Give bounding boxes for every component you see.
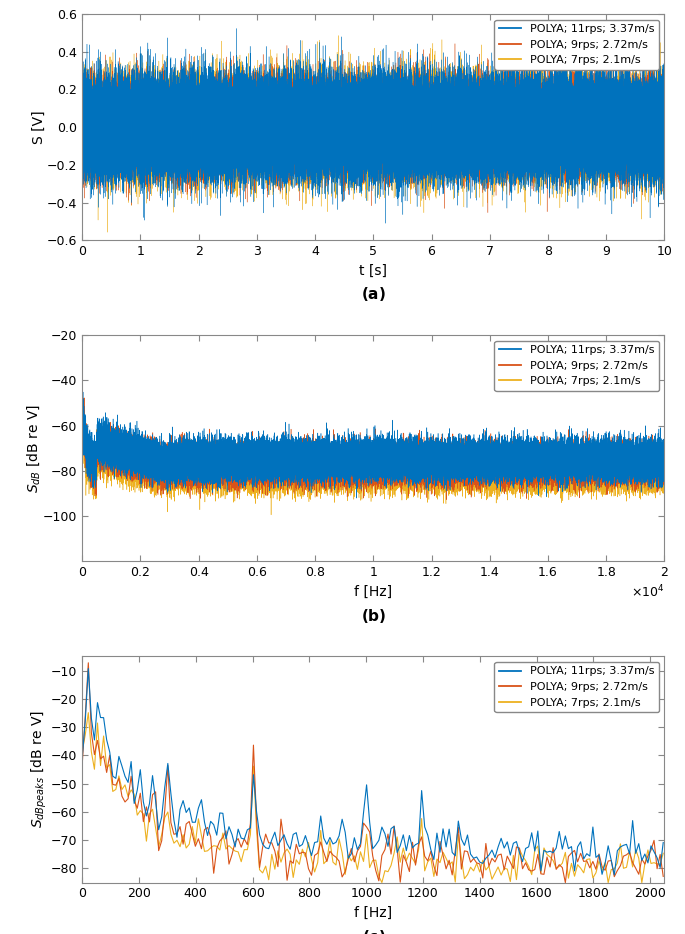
Text: $\times 10^4$: $\times 10^4$ (631, 584, 664, 601)
Legend: POLYA; 11rps; 3.37m/s, POLYA; 9rps; 2.72m/s, POLYA; 7rps; 2.1m/s: POLYA; 11rps; 3.37m/s, POLYA; 9rps; 2.72… (495, 341, 659, 390)
X-axis label: f [Hz]: f [Hz] (354, 585, 393, 599)
Legend: POLYA; 11rps; 3.37m/s, POLYA; 9rps; 2.72m/s, POLYA; 7rps; 2.1m/s: POLYA; 11rps; 3.37m/s, POLYA; 9rps; 2.72… (495, 20, 659, 69)
Y-axis label: $S_{dB}$ [dB re V]: $S_{dB}$ [dB re V] (25, 403, 42, 493)
Text: $\mathbf{(b)}$: $\mathbf{(b)}$ (360, 607, 386, 625)
Text: $\mathbf{(c)}$: $\mathbf{(c)}$ (362, 927, 385, 934)
Y-axis label: S [V]: S [V] (32, 110, 46, 144)
X-axis label: t [s]: t [s] (360, 263, 387, 277)
X-axis label: f [Hz]: f [Hz] (354, 906, 393, 920)
Legend: POLYA; 11rps; 3.37m/s, POLYA; 9rps; 2.72m/s, POLYA; 7rps; 2.1m/s: POLYA; 11rps; 3.37m/s, POLYA; 9rps; 2.72… (495, 662, 659, 712)
Text: $\mathbf{(a)}$: $\mathbf{(a)}$ (361, 286, 386, 304)
Y-axis label: $S_{dBpeaks}$ [dB re V]: $S_{dBpeaks}$ [dB re V] (30, 711, 49, 828)
